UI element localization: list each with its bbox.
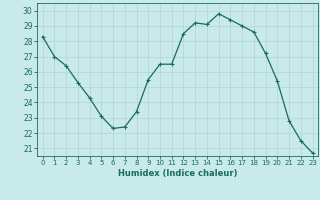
X-axis label: Humidex (Indice chaleur): Humidex (Indice chaleur) xyxy=(118,169,237,178)
